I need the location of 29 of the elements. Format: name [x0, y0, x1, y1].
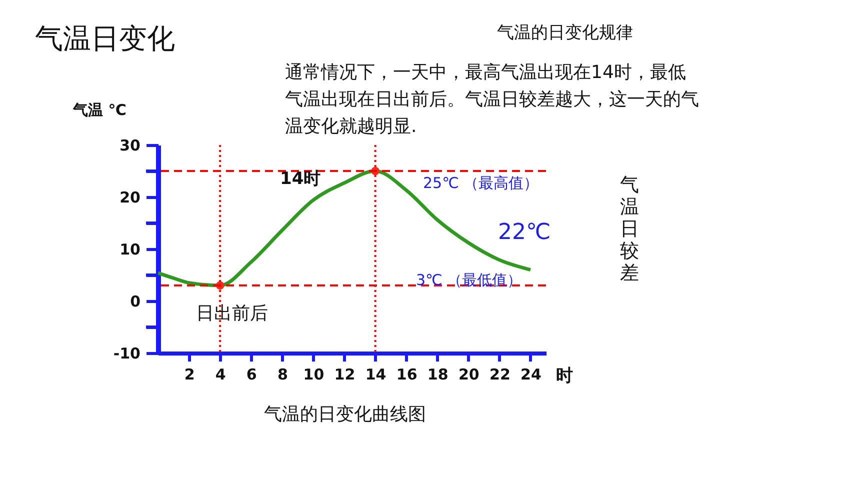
x-tick-label: 6 [246, 366, 257, 384]
y-tick-label: -10 [113, 344, 140, 362]
x-tick-label: 22 [490, 366, 510, 384]
x-tick-label: 24 [520, 366, 542, 384]
annotation: 3℃ （最低值） [416, 271, 522, 289]
x-tick-label: 2 [184, 366, 195, 384]
x-tick-label: 16 [396, 366, 418, 384]
x-tick-label: 14 [365, 366, 386, 384]
annotation: 日出前后 [196, 303, 268, 324]
y-tick-label: 0 [130, 292, 140, 310]
x-tick-label: 18 [427, 366, 448, 384]
chart-title: 气温日变化 [35, 22, 175, 55]
x-tick-label: 10 [303, 366, 324, 384]
x-tick-label: 8 [277, 366, 288, 384]
annotation: 22℃ [498, 220, 551, 245]
x-tick-label: 12 [334, 366, 356, 384]
x-tick-label: 20 [458, 366, 480, 384]
y-tick-label: 20 [120, 188, 140, 206]
annotation: 14时 [280, 169, 321, 189]
y-tick-label: 30 [120, 136, 140, 154]
text: 气温日较差 [620, 174, 639, 284]
x-axis-title: 时 [556, 366, 573, 386]
text: 气温的日变化规律 [497, 23, 633, 43]
annotation: 25℃ （最高值） [423, 174, 539, 192]
x-tick-label: 4 [215, 366, 226, 384]
y-tick-label: 10 [120, 240, 140, 258]
y-axis-title: 气温 ℃ [72, 101, 126, 119]
text: 气温的日变化曲线图 [264, 404, 426, 425]
text: 通常情况下，一天中，最高气温出现在14时，最低气温出现在日出前后。气温日较差越大，这一天的气温变化就越明显. [285, 62, 699, 137]
